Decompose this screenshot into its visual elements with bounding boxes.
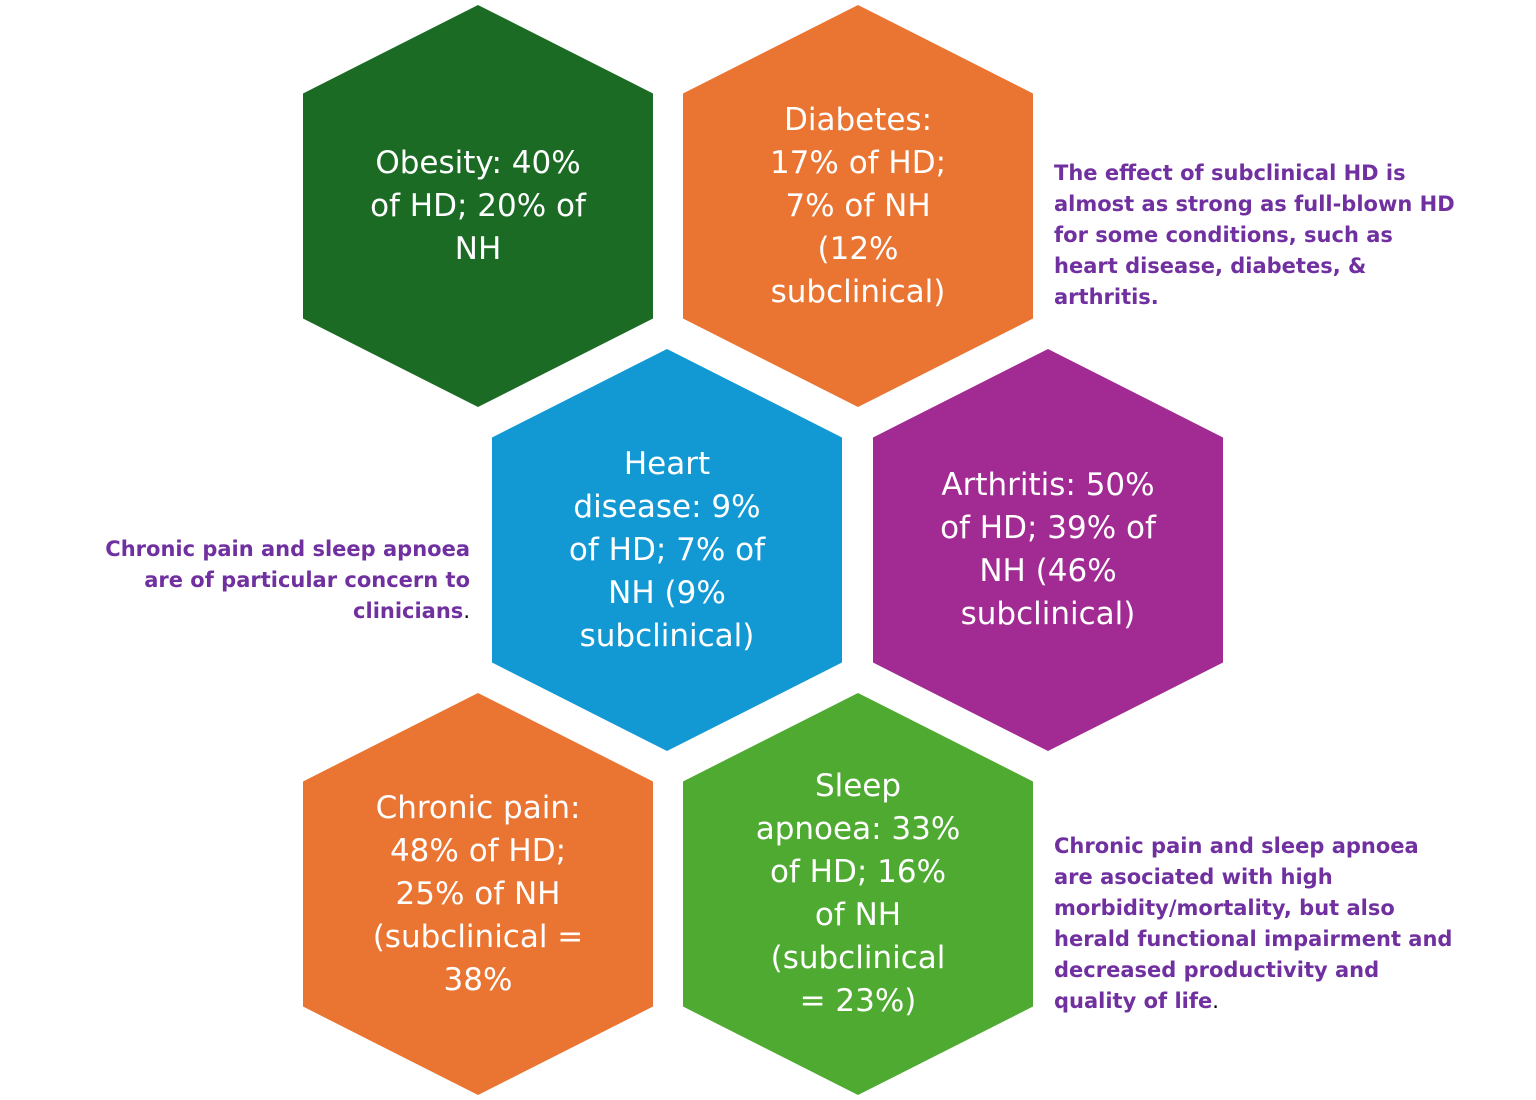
hexagon-obesity: Obesity: 40% of HD; 20% of NH [303,5,653,407]
note-morbidity: Chronic pain and sleep apnoea are asocia… [1054,800,1524,1017]
diabetes-text: Diabetes: 17% of HD; 7% of NH (12% subcl… [769,101,947,310]
note-clinician-concern-period: . [463,599,470,623]
hexagon-heart-disease: Heart disease: 9% of HD; 7% of NH (9% su… [492,349,842,751]
arthritis-text: Arthritis: 50% of HD; 39% of NH (46% sub… [940,467,1156,632]
hexagon-sleep-apnoea: Sleep apnoea: 33% of HD; 16% of NH (subc… [683,693,1033,1095]
hexagon-chronic-pain: Chronic pain: 48% of HD; 25% of NH (subc… [303,693,653,1095]
note-subclinical-effect-text: The effect of subclinical HD is almost a… [1054,161,1455,309]
hexagon-diabetes: Diabetes: 17% of HD; 7% of NH (12% subcl… [683,5,1033,407]
note-subclinical-effect: The effect of subclinical HD is almost a… [1054,127,1524,313]
note-clinician-concern: Chronic pain and sleep apnoea are of par… [40,503,470,627]
heart-disease-text: Heart disease: 9% of HD; 7% of NH (9% su… [568,445,766,654]
sleep-apnoea-text: Sleep apnoea: 33% of HD; 16% of NH (subc… [755,768,961,1019]
hexagon-arthritis: Arthritis: 50% of HD; 39% of NH (46% sub… [873,349,1223,751]
obesity-text: Obesity: 40% of HD; 20% of NH [370,144,586,267]
note-morbidity-text: Chronic pain and sleep apnoea are asocia… [1054,834,1453,1013]
chronic-pain-text: Chronic pain: 48% of HD; 25% of NH (subc… [372,789,584,998]
note-morbidity-period: . [1212,989,1219,1013]
note-clinician-concern-text: Chronic pain and sleep apnoea are of par… [105,537,470,623]
